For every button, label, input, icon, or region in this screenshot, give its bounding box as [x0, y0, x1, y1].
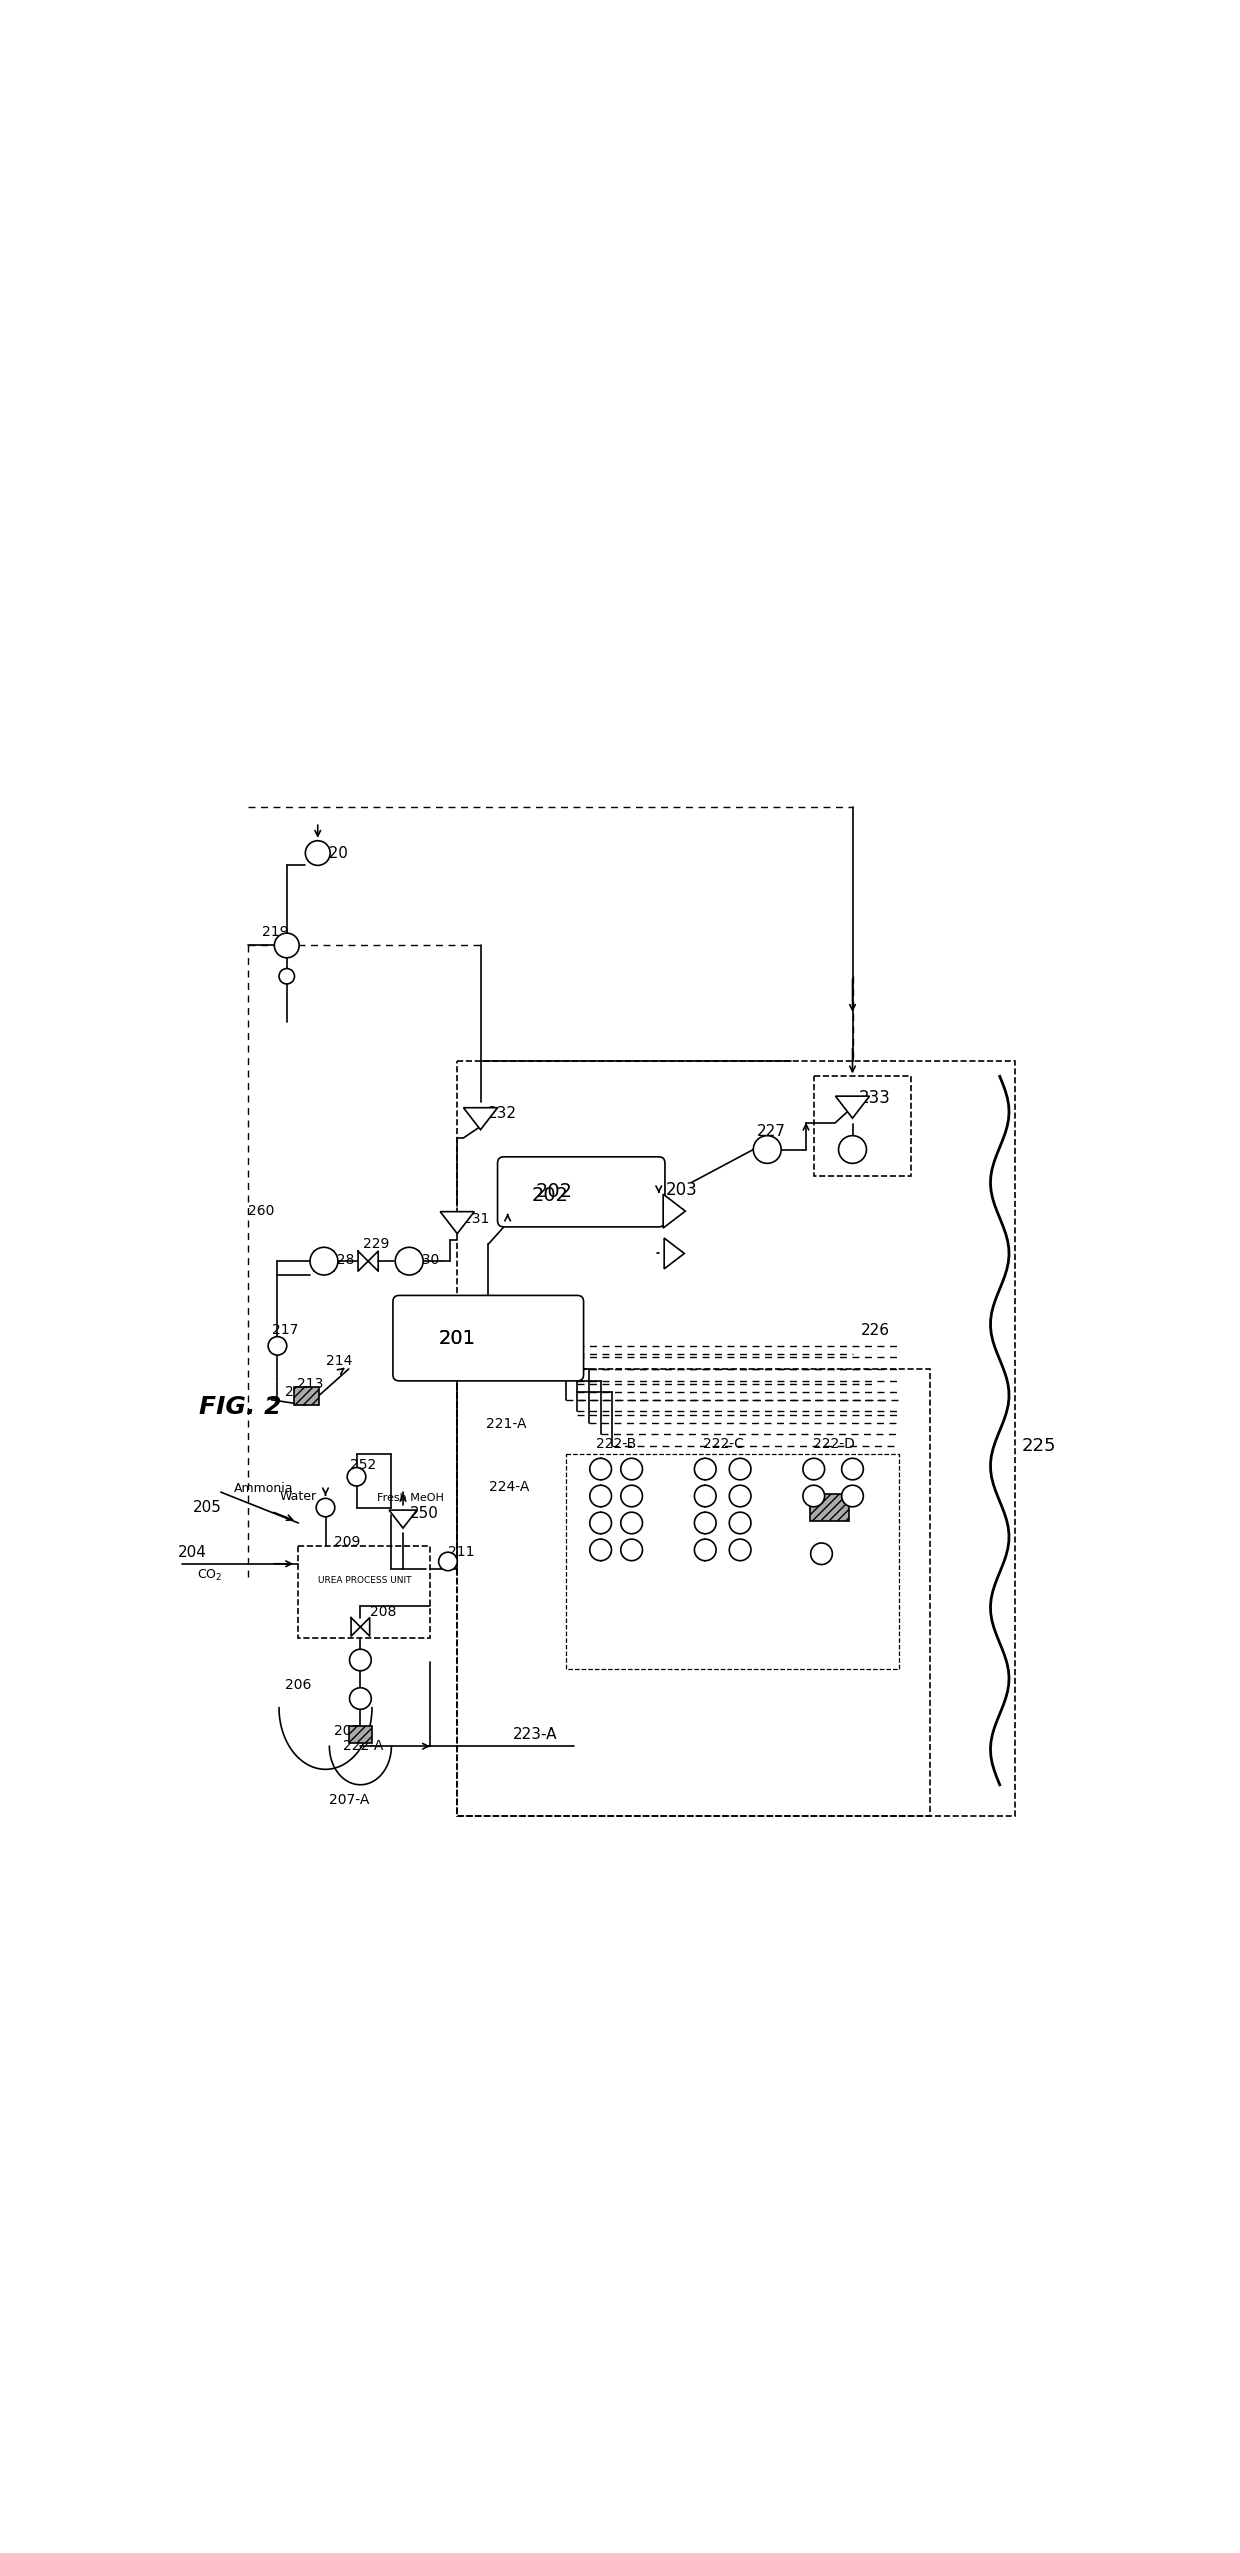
Bar — [299, 1547, 430, 1639]
FancyBboxPatch shape — [393, 1294, 584, 1381]
Text: 206: 206 — [285, 1677, 311, 1693]
Circle shape — [694, 1539, 717, 1560]
Polygon shape — [389, 1511, 417, 1529]
Circle shape — [729, 1539, 751, 1560]
Text: 223-A: 223-A — [512, 1728, 557, 1741]
Text: 201: 201 — [439, 1328, 476, 1348]
Text: 213: 213 — [296, 1379, 324, 1391]
Circle shape — [590, 1539, 611, 1560]
Text: 208: 208 — [371, 1603, 397, 1619]
Circle shape — [842, 1458, 863, 1481]
Circle shape — [621, 1458, 642, 1481]
Text: 230: 230 — [413, 1254, 439, 1266]
Polygon shape — [665, 1238, 684, 1269]
Text: Fresh MeOH: Fresh MeOH — [377, 1494, 444, 1504]
Text: 250: 250 — [410, 1506, 439, 1522]
Text: 202: 202 — [536, 1182, 573, 1202]
Circle shape — [621, 1539, 642, 1560]
Text: 252: 252 — [350, 1458, 376, 1473]
Circle shape — [621, 1486, 642, 1506]
Circle shape — [804, 1458, 825, 1481]
Polygon shape — [836, 1095, 869, 1118]
Circle shape — [316, 1499, 335, 1516]
Circle shape — [396, 1248, 423, 1274]
Text: CO$_2$: CO$_2$ — [197, 1568, 222, 1583]
Text: Ammonia: Ammonia — [234, 1481, 293, 1496]
Text: 207-A: 207-A — [329, 1792, 370, 1808]
Text: 229: 229 — [362, 1238, 389, 1251]
Circle shape — [811, 1542, 832, 1565]
Bar — [348, 1726, 372, 1744]
Text: 214: 214 — [326, 1353, 352, 1368]
Circle shape — [439, 1552, 458, 1570]
Circle shape — [804, 1486, 825, 1506]
Text: UREA PROCESS UNIT: UREA PROCESS UNIT — [317, 1575, 410, 1585]
Bar — [565, 1453, 899, 1670]
Bar — [458, 1368, 930, 1815]
Circle shape — [694, 1458, 717, 1481]
Text: 226: 226 — [862, 1322, 890, 1338]
Polygon shape — [663, 1195, 686, 1228]
Text: 211: 211 — [448, 1545, 475, 1560]
Circle shape — [621, 1511, 642, 1534]
Text: 215: 215 — [285, 1386, 311, 1399]
Circle shape — [310, 1248, 337, 1274]
Text: 233: 233 — [858, 1090, 890, 1108]
Polygon shape — [464, 1108, 497, 1131]
Text: 225: 225 — [1022, 1437, 1055, 1455]
Circle shape — [590, 1458, 611, 1481]
Text: 227: 227 — [756, 1123, 786, 1139]
Circle shape — [268, 1338, 286, 1356]
Text: 201: 201 — [439, 1328, 476, 1348]
Circle shape — [753, 1136, 781, 1164]
Text: 222-C: 222-C — [703, 1437, 744, 1453]
Circle shape — [729, 1511, 751, 1534]
Text: FIG. 2: FIG. 2 — [198, 1396, 281, 1419]
Text: 232: 232 — [487, 1105, 517, 1121]
Text: 222-B: 222-B — [596, 1437, 636, 1453]
Text: 207: 207 — [334, 1723, 361, 1739]
Text: 222-A: 222-A — [342, 1739, 383, 1754]
Text: 222-D: 222-D — [813, 1437, 854, 1453]
Bar — [810, 1494, 848, 1522]
Text: 221-A: 221-A — [486, 1417, 526, 1432]
Circle shape — [279, 968, 295, 983]
Text: 205: 205 — [193, 1501, 222, 1514]
Polygon shape — [440, 1213, 474, 1233]
Circle shape — [842, 1486, 863, 1506]
Text: 219: 219 — [262, 924, 289, 940]
Bar — [813, 1077, 910, 1177]
Circle shape — [838, 1136, 867, 1164]
Circle shape — [347, 1468, 366, 1486]
Circle shape — [590, 1486, 611, 1506]
Text: 228: 228 — [327, 1254, 355, 1266]
Text: Water: Water — [280, 1488, 317, 1504]
Circle shape — [350, 1649, 371, 1670]
Text: 260: 260 — [248, 1205, 274, 1218]
Circle shape — [694, 1486, 717, 1506]
Text: 224-A: 224-A — [489, 1481, 529, 1494]
Text: 202: 202 — [532, 1187, 569, 1205]
Circle shape — [274, 934, 299, 957]
Circle shape — [590, 1511, 611, 1534]
Text: 220: 220 — [320, 845, 350, 860]
Text: 217: 217 — [272, 1322, 299, 1338]
FancyBboxPatch shape — [497, 1157, 665, 1228]
Circle shape — [350, 1688, 371, 1711]
Text: 203: 203 — [666, 1182, 698, 1200]
Circle shape — [305, 840, 330, 865]
Bar — [458, 1062, 1016, 1815]
Text: 231: 231 — [464, 1213, 490, 1225]
Circle shape — [694, 1511, 717, 1534]
Circle shape — [729, 1486, 751, 1506]
Text: 209: 209 — [334, 1534, 361, 1550]
Circle shape — [729, 1458, 751, 1481]
Bar — [294, 1386, 319, 1404]
Text: 204: 204 — [177, 1545, 207, 1560]
